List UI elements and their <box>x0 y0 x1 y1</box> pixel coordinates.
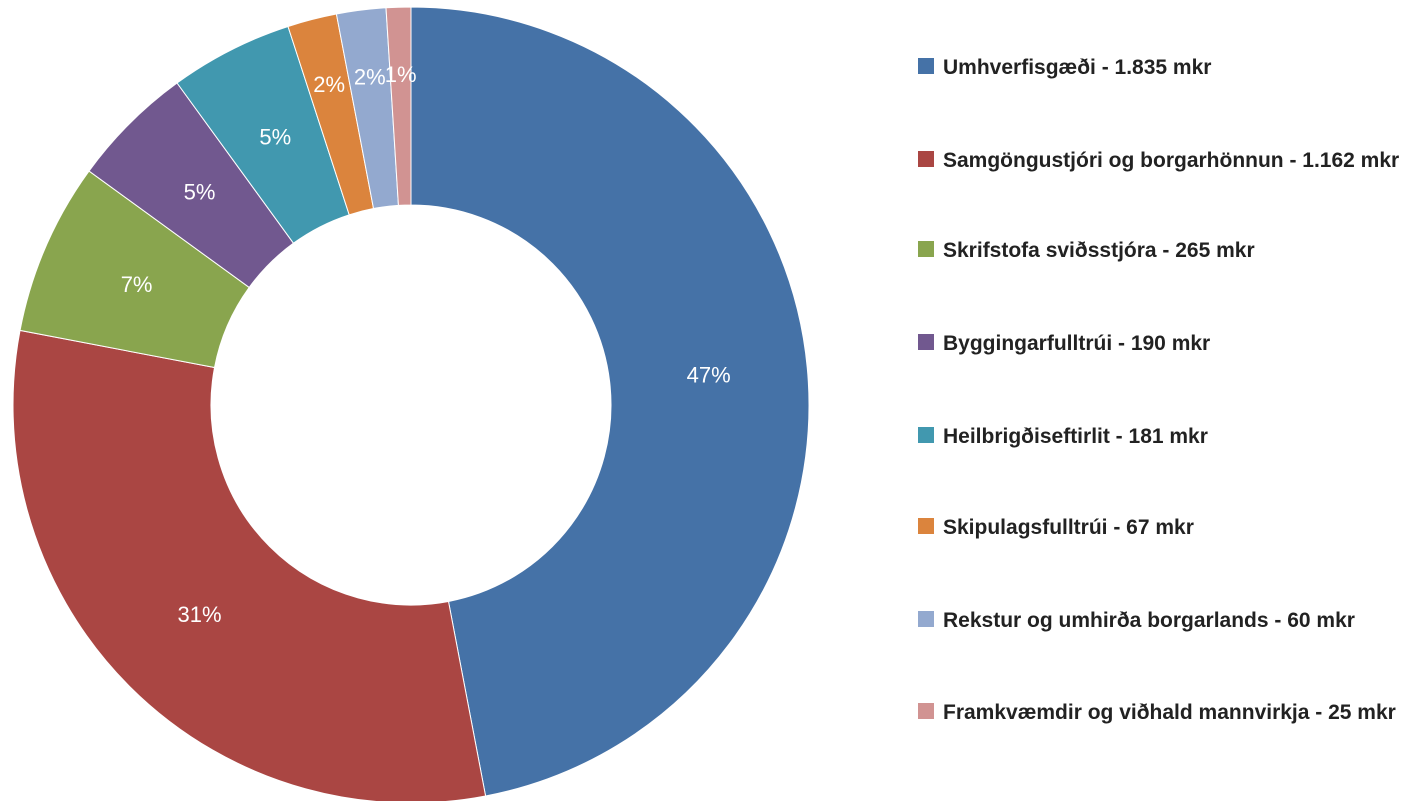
legend-swatch <box>918 334 934 350</box>
legend-label: Framkvæmdir og viðhald mannvirkja - 25 m… <box>943 701 1396 724</box>
legend-label: Skipulagsfulltrúi - 67 mkr <box>943 516 1194 539</box>
legend-swatch <box>918 151 934 167</box>
legend-item: Samgöngustjóri og borgarhönnun - 1.162 m… <box>918 143 1408 178</box>
data-label: 5% <box>259 124 291 149</box>
legend-label: Umhverfisgæði - 1.835 mkr <box>943 56 1212 79</box>
legend-item: Skrifstofa sviðsstjóra - 265 mkr <box>918 233 1408 268</box>
chart: 47%31%7%5%5%2% 2% 1% <box>12 6 810 801</box>
legend-swatch <box>918 427 934 443</box>
legend-item: Framkvæmdir og viðhald mannvirkja - 25 m… <box>918 695 1408 730</box>
slice <box>385 6 412 206</box>
slice <box>12 329 487 801</box>
legend-item: Heilbrigðiseftirlit - 181 mkr <box>918 419 1408 454</box>
legend-label: Byggingarfulltrúi - 190 mkr <box>943 332 1211 355</box>
legend-swatch <box>918 241 934 257</box>
legend-label: Heilbrigðiseftirlit - 181 mkr <box>943 425 1208 448</box>
legend-swatch <box>918 518 934 534</box>
data-label: 5% <box>184 179 216 204</box>
data-label: 2% <box>313 72 345 97</box>
legend-label: Skrifstofa sviðsstjóra - 265 mkr <box>943 239 1255 262</box>
legend-item: Umhverfisgæði - 1.835 mkr <box>918 50 1408 85</box>
data-label: 47% <box>687 363 731 388</box>
legend-swatch <box>918 703 934 719</box>
legend-item: Rekstur og umhirða borgarlands - 60 mkr <box>918 603 1408 638</box>
slice <box>410 6 810 797</box>
legend-swatch <box>918 611 934 627</box>
data-label: 31% <box>178 602 222 627</box>
data-label: 2% <box>354 64 386 89</box>
legend-label: Rekstur og umhirða borgarlands - 60 mkr <box>943 609 1355 632</box>
legend-item: Skipulagsfulltrúi - 67 mkr <box>918 510 1408 545</box>
legend-swatch <box>918 58 934 74</box>
legend-item: Byggingarfulltrúi - 190 mkr <box>918 326 1408 361</box>
data-label: 7% <box>121 272 153 297</box>
data-label: 1% <box>385 62 417 87</box>
legend-label: Samgöngustjóri og borgarhönnun - 1.162 m… <box>943 149 1400 172</box>
